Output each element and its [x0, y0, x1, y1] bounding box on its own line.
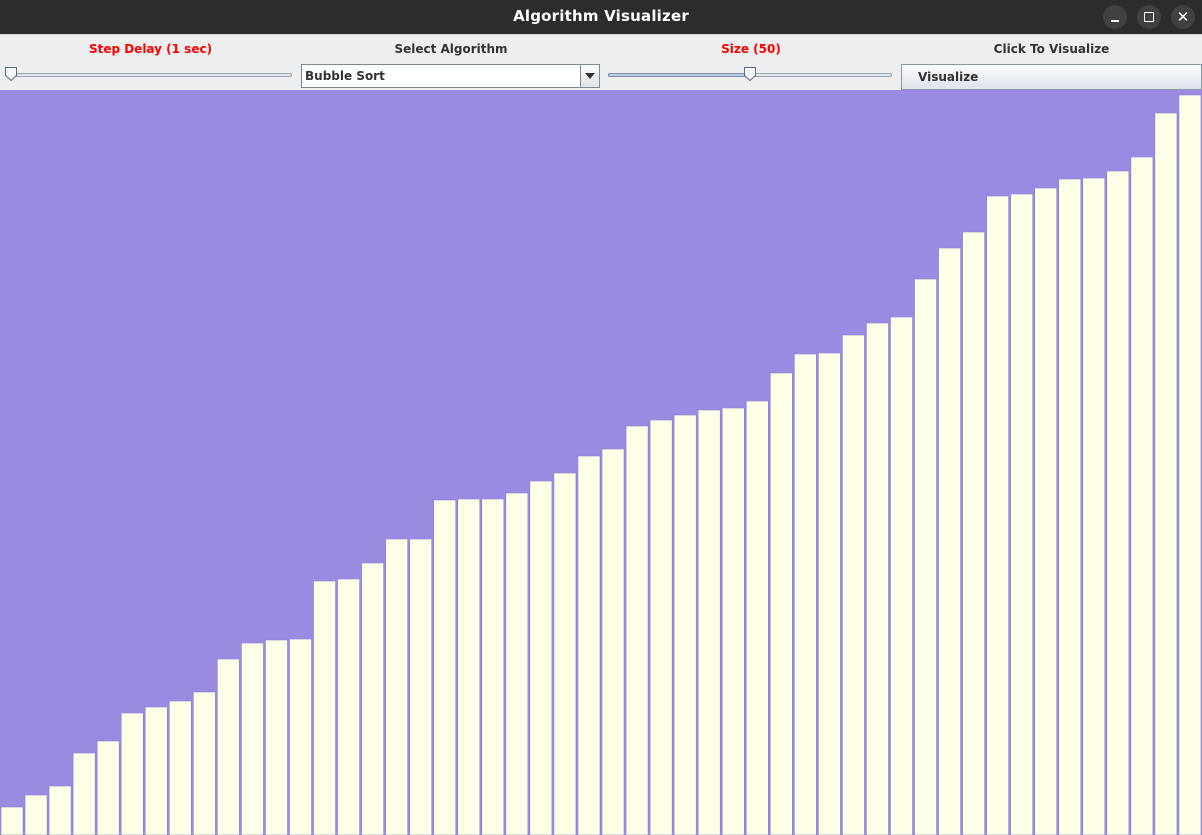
select-algorithm-label: Select Algorithm: [394, 42, 508, 56]
array-bar-20: [481, 498, 505, 835]
array-bar-0: [0, 806, 24, 835]
array-bar-38: [914, 278, 937, 835]
chevron-down-icon: [585, 73, 595, 79]
array-bar-19: [457, 498, 481, 835]
algorithm-dropdown[interactable]: Bubble Sort: [301, 64, 600, 88]
array-bar-7: [168, 700, 192, 835]
dropdown-arrow-button[interactable]: [580, 65, 599, 87]
array-bar-37: [890, 316, 913, 835]
array-bar-35: [842, 334, 865, 835]
control-panel: Step Delay (1 sec) Select Algorithm Size…: [0, 34, 1202, 90]
array-bar-31: [745, 400, 769, 835]
visualize-button[interactable]: Visualize: [901, 64, 1202, 90]
array-bar-6: [144, 706, 168, 835]
visualization-canvas: [0, 90, 1202, 835]
array-bar-25: [601, 448, 625, 835]
step-delay-label: Step Delay (1 sec): [88, 42, 213, 56]
title-bar[interactable]: Algorithm Visualizer ✕: [0, 0, 1202, 34]
array-bar-21: [505, 492, 529, 835]
array-bar-8: [193, 691, 216, 835]
array-bar-4: [96, 740, 120, 835]
array-bar-45: [1082, 177, 1106, 835]
array-bar-48: [1154, 112, 1178, 835]
array-bar-23: [553, 472, 577, 835]
array-bar-13: [313, 580, 336, 835]
array-bar-18: [433, 499, 457, 835]
minimize-button[interactable]: [1103, 5, 1127, 29]
click-to-visualize-label: Click To Visualize: [993, 42, 1110, 56]
array-bar-16: [385, 538, 408, 835]
close-icon: ✕: [1176, 8, 1190, 26]
array-bar-15: [361, 562, 384, 835]
array-bar-41: [986, 195, 1009, 835]
step-delay-slider[interactable]: [4, 65, 296, 85]
array-bar-30: [721, 407, 745, 835]
array-bar-11: [265, 639, 288, 835]
array-bar-39: [938, 247, 961, 835]
size-slider-thumb[interactable]: [743, 66, 757, 82]
array-bar-49: [1178, 94, 1202, 835]
array-bar-46: [1106, 170, 1130, 835]
array-bar-36: [866, 322, 889, 835]
size-slider-fill: [608, 73, 751, 77]
array-bar-44: [1058, 178, 1082, 835]
array-bar-5: [120, 712, 144, 835]
array-bar-26: [625, 425, 649, 835]
array-bar-42: [1010, 193, 1034, 835]
bar-chart: [0, 90, 1202, 835]
size-slider[interactable]: [604, 65, 896, 85]
array-bar-9: [217, 658, 240, 835]
array-bar-27: [649, 419, 673, 835]
array-bar-34: [818, 352, 841, 835]
array-bar-33: [794, 353, 817, 835]
array-bar-12: [289, 638, 312, 835]
array-bar-14: [337, 578, 360, 835]
array-bar-3: [72, 752, 96, 835]
array-bar-1: [24, 794, 48, 835]
maximize-icon: [1144, 12, 1154, 22]
size-label: Size (50): [721, 42, 781, 56]
maximize-button[interactable]: [1137, 5, 1161, 29]
array-bar-17: [409, 538, 433, 835]
array-bar-22: [529, 480, 553, 835]
minimize-icon: [1111, 20, 1119, 22]
array-bar-43: [1034, 187, 1058, 835]
array-bar-29: [697, 409, 721, 835]
array-bar-2: [48, 785, 72, 835]
array-bar-40: [962, 231, 985, 835]
array-bar-28: [673, 414, 697, 835]
array-bar-47: [1130, 156, 1154, 835]
close-button[interactable]: ✕: [1171, 5, 1195, 29]
step-delay-slider-track[interactable]: [8, 73, 292, 77]
array-bar-10: [241, 642, 264, 835]
visualize-button-label: Visualize: [918, 70, 979, 84]
window-title: Algorithm Visualizer: [513, 7, 689, 25]
array-bar-24: [577, 455, 601, 835]
step-delay-slider-thumb[interactable]: [4, 66, 18, 82]
array-bar-32: [769, 372, 793, 835]
algorithm-dropdown-value: Bubble Sort: [305, 69, 385, 83]
